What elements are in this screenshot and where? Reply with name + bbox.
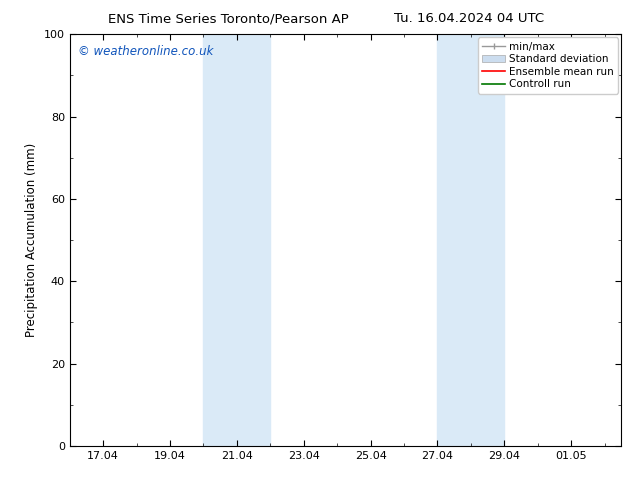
Y-axis label: Precipitation Accumulation (mm): Precipitation Accumulation (mm) — [25, 143, 38, 337]
Bar — [204, 34, 270, 446]
Bar — [437, 34, 504, 446]
Legend: min/max, Standard deviation, Ensemble mean run, Controll run: min/max, Standard deviation, Ensemble me… — [478, 37, 618, 94]
Text: © weatheronline.co.uk: © weatheronline.co.uk — [78, 45, 214, 58]
Text: ENS Time Series Toronto/Pearson AP: ENS Time Series Toronto/Pearson AP — [108, 12, 349, 25]
Text: Tu. 16.04.2024 04 UTC: Tu. 16.04.2024 04 UTC — [394, 12, 544, 25]
